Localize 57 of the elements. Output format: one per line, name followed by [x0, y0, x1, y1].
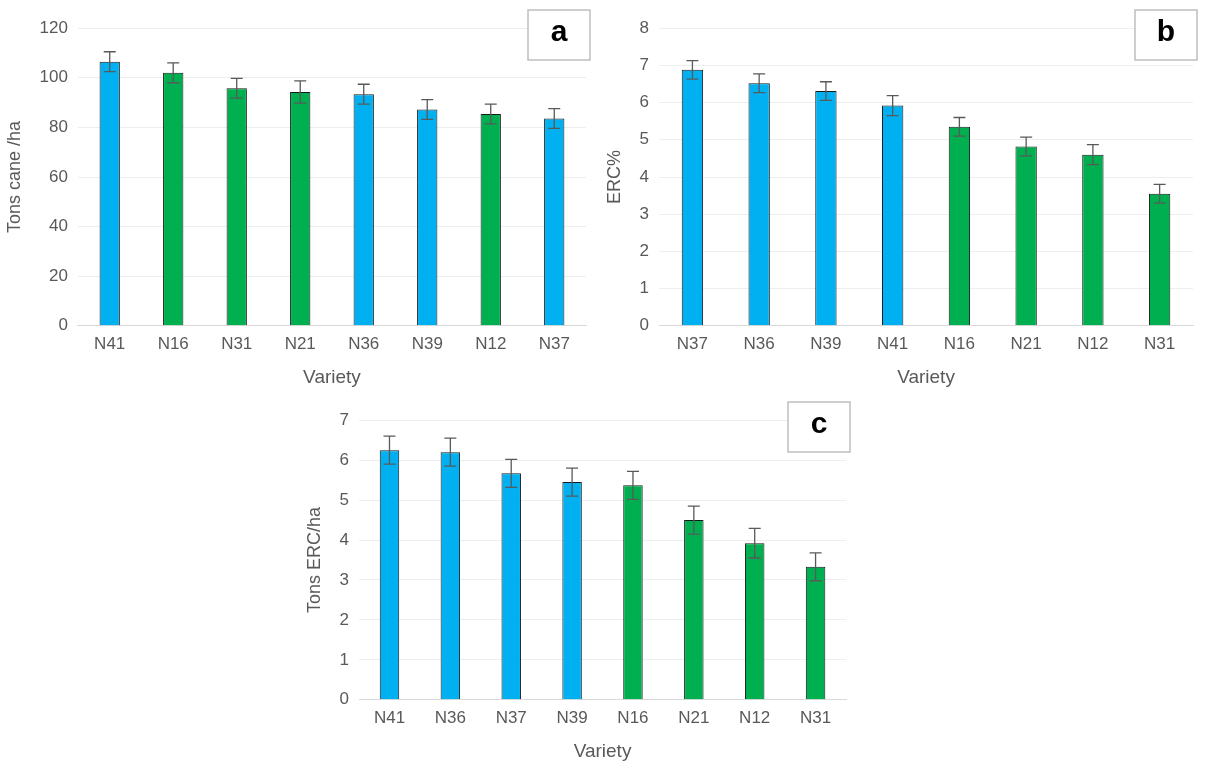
y-tick-label: 5 [339, 489, 350, 509]
y-tick-label: 0 [339, 689, 350, 709]
y-tick-label: 4 [639, 166, 650, 186]
y-tick-label: 0 [58, 315, 68, 335]
annotation: b [1156, 14, 1176, 48]
y-tick-label: 2 [339, 609, 350, 629]
y-tick-label: 100 [39, 67, 68, 87]
y-tick-label: 40 [49, 216, 68, 236]
y-tick-label: 6 [339, 449, 350, 469]
x-tick-label: N31 [1144, 333, 1176, 353]
y-tick-label: 3 [339, 569, 350, 589]
y-tick-label: 3 [639, 203, 650, 223]
x-axis-title: Variety [897, 365, 956, 387]
x-tick-label: N39 [556, 707, 588, 727]
y-tick-label: 20 [49, 265, 68, 285]
x-axis-title: Variety [303, 365, 362, 387]
y-tick-label: 1 [339, 649, 350, 669]
x-tick-label: N41 [877, 333, 909, 353]
x-tick-label: N31 [221, 333, 253, 353]
x-tick-label: N16 [943, 333, 975, 353]
x-tick-label: N12 [1077, 333, 1109, 353]
y-tick-label: 80 [49, 117, 68, 137]
x-tick-label: N37 [495, 707, 527, 727]
x-tick-label: N41 [373, 707, 406, 727]
y-tick-label: 2 [639, 241, 650, 261]
y-tick-label: 0 [639, 315, 650, 335]
x-tick-label: N21 [1010, 333, 1042, 353]
x-tick-label: N41 [94, 333, 126, 353]
x-tick-label: N36 [434, 707, 466, 727]
x-tick-label: N37 [538, 333, 570, 353]
x-tick-label: N12 [475, 333, 507, 353]
y-tick-label: 5 [639, 129, 650, 149]
y-tick-label: 7 [639, 55, 650, 75]
x-tick-label: N21 [678, 707, 710, 727]
y-axis-title: Tons cane /ha [3, 119, 24, 234]
annotation: a [550, 14, 568, 48]
y-tick-label: 1 [639, 278, 650, 298]
y-axis-title: Tons ERC/ha [303, 505, 324, 614]
y-tick-label: 6 [639, 92, 650, 112]
x-tick-label: N21 [284, 333, 316, 353]
y-tick-label: 4 [339, 529, 350, 549]
y-tick-label: 60 [49, 166, 68, 186]
y-tick-label: 120 [39, 17, 68, 37]
y-tick-label: 8 [639, 17, 650, 37]
x-axis-title: Variety [573, 739, 632, 761]
x-tick-label: N12 [739, 707, 771, 727]
x-tick-label: N36 [743, 333, 775, 353]
x-tick-label: N16 [617, 707, 649, 727]
y-tick-label: 7 [339, 409, 350, 429]
y-axis-title: ERC% [603, 149, 624, 205]
x-tick-label: N37 [676, 333, 709, 353]
x-tick-label: N16 [157, 333, 189, 353]
x-tick-label: N39 [411, 333, 443, 353]
x-tick-label: N31 [799, 707, 832, 727]
x-tick-label: N36 [348, 333, 380, 353]
x-tick-label: N39 [810, 333, 842, 353]
annotation: c [810, 406, 828, 440]
